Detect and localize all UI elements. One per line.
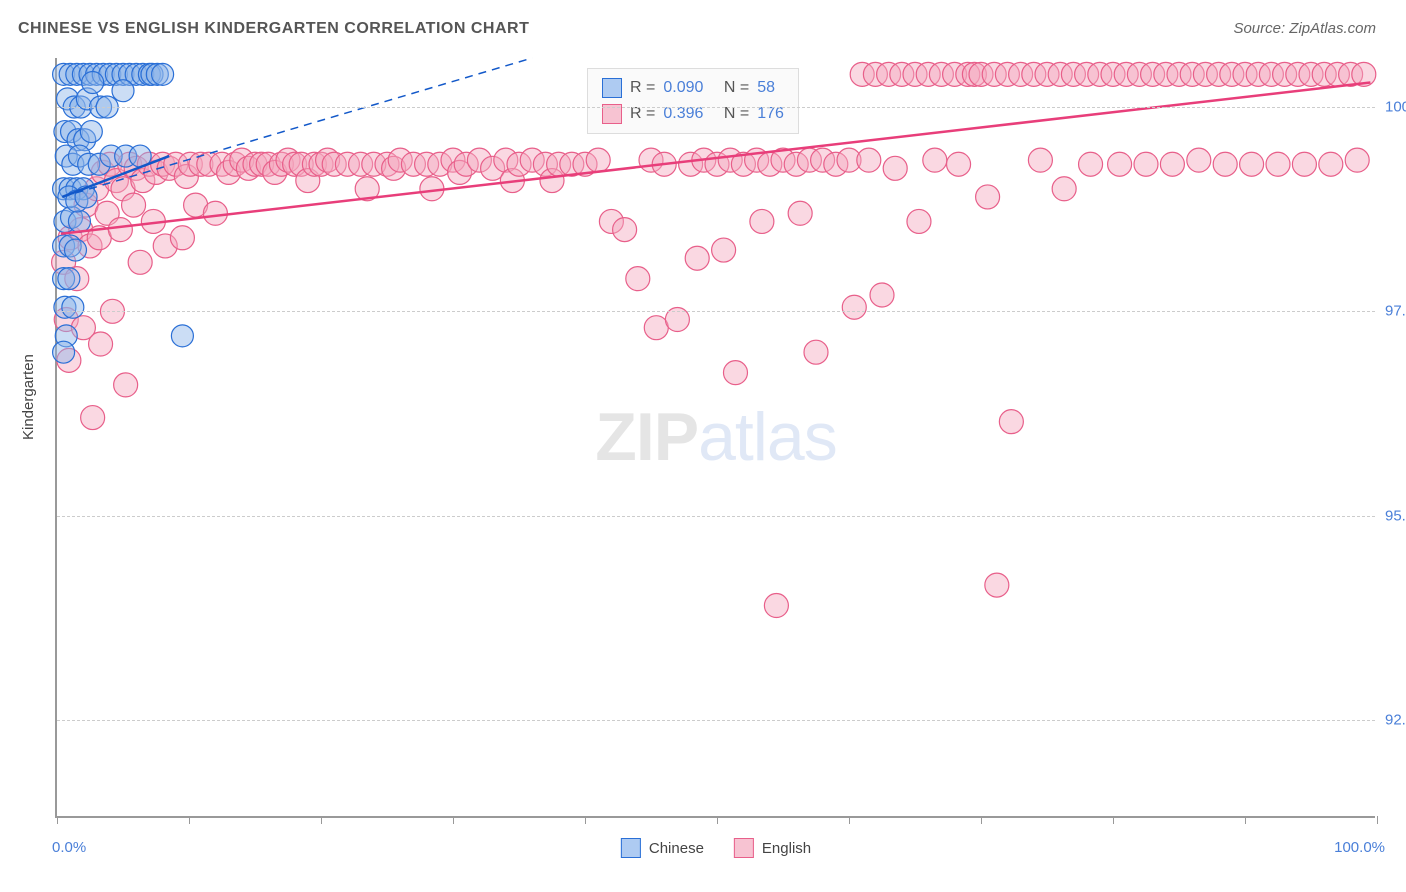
data-point — [870, 283, 894, 307]
data-point — [128, 250, 152, 274]
stats-legend-row-chinese: R = 0.090 N = 58 — [602, 75, 784, 101]
source-attribution: Source: ZipAtlas.com — [1233, 20, 1376, 37]
bottom-legend-english: English — [734, 838, 811, 858]
data-point — [108, 218, 132, 242]
data-point — [857, 148, 881, 172]
legend-label-english: English — [762, 840, 811, 857]
data-point — [1028, 148, 1052, 172]
data-point — [75, 186, 97, 208]
data-point — [947, 152, 971, 176]
y-tick-label: 95.0% — [1385, 507, 1406, 524]
data-point — [1160, 152, 1184, 176]
data-point — [923, 148, 947, 172]
x-tick — [1377, 816, 1378, 824]
data-point — [1079, 152, 1103, 176]
x-tick — [453, 816, 454, 824]
data-point — [985, 573, 1009, 597]
data-point — [1134, 152, 1158, 176]
data-point — [122, 193, 146, 217]
data-point — [170, 226, 194, 250]
data-point — [152, 63, 174, 85]
data-point — [58, 268, 80, 290]
bottom-legend-chinese: Chinese — [621, 838, 704, 858]
legend-label-chinese: Chinese — [649, 840, 704, 857]
y-tick-label: 92.5% — [1385, 711, 1406, 728]
gridline — [57, 311, 1375, 312]
data-point — [613, 218, 637, 242]
data-point — [644, 316, 668, 340]
data-point — [999, 410, 1023, 434]
data-point — [62, 296, 84, 318]
x-axis-label-left: 0.0% — [52, 839, 86, 856]
chart-title: CHINESE VS ENGLISH KINDERGARTEN CORRELAT… — [18, 20, 529, 38]
plot-svg — [57, 58, 1375, 816]
data-point — [685, 246, 709, 270]
x-tick — [981, 816, 982, 824]
data-point — [114, 373, 138, 397]
n-value-chinese: 58 — [757, 79, 775, 97]
data-point — [626, 267, 650, 291]
data-point — [883, 156, 907, 180]
y-tick-label: 97.5% — [1385, 303, 1406, 320]
data-point — [81, 406, 105, 430]
data-point — [1345, 148, 1369, 172]
data-point — [1292, 152, 1316, 176]
data-point — [723, 361, 747, 385]
x-tick — [849, 816, 850, 824]
x-tick — [321, 816, 322, 824]
data-point — [764, 594, 788, 618]
gridline — [57, 107, 1375, 108]
x-tick — [1113, 816, 1114, 824]
stats-legend: R = 0.090 N = 58 R = 0.396 N = 176 — [587, 68, 799, 134]
data-point — [907, 209, 931, 233]
data-point — [976, 185, 1000, 209]
data-point — [203, 201, 227, 225]
chart-container: CHINESE VS ENGLISH KINDERGARTEN CORRELAT… — [0, 0, 1406, 892]
x-axis-label-right: 100.0% — [1334, 839, 1385, 856]
data-point — [82, 72, 104, 94]
data-point — [1319, 152, 1343, 176]
data-point — [750, 209, 774, 233]
data-point — [842, 295, 866, 319]
x-tick — [1245, 816, 1246, 824]
data-point — [1052, 177, 1076, 201]
x-tick — [189, 816, 190, 824]
data-point — [53, 341, 75, 363]
y-axis-label: Kindergarten — [20, 354, 37, 440]
plot-area: ZIPatlas R = 0.090 N = 58 R = 0.396 N = … — [55, 58, 1375, 818]
r-value-chinese: 0.090 — [663, 79, 703, 97]
gridline — [57, 516, 1375, 517]
r-label: R = — [630, 79, 655, 97]
data-point — [112, 80, 134, 102]
data-point — [68, 210, 90, 232]
data-point — [1108, 152, 1132, 176]
bottom-legend: Chinese English — [621, 838, 811, 858]
x-tick — [717, 816, 718, 824]
data-point — [804, 340, 828, 364]
data-point — [171, 325, 193, 347]
data-point — [788, 201, 812, 225]
data-point — [712, 238, 736, 262]
data-point — [64, 239, 86, 261]
english-swatch-icon — [734, 838, 754, 858]
chinese-swatch-icon — [621, 838, 641, 858]
data-point — [1240, 152, 1264, 176]
gridline — [57, 720, 1375, 721]
data-point — [1213, 152, 1237, 176]
n-label: N = — [724, 79, 749, 97]
data-point — [80, 121, 102, 143]
y-tick-label: 100.0% — [1385, 99, 1406, 116]
data-point — [1187, 148, 1211, 172]
chinese-swatch-icon — [602, 78, 622, 98]
x-tick — [57, 816, 58, 824]
data-point — [89, 332, 113, 356]
x-tick — [585, 816, 586, 824]
data-point — [586, 148, 610, 172]
stats-legend-row-english: R = 0.396 N = 176 — [602, 101, 784, 127]
data-point — [1266, 152, 1290, 176]
